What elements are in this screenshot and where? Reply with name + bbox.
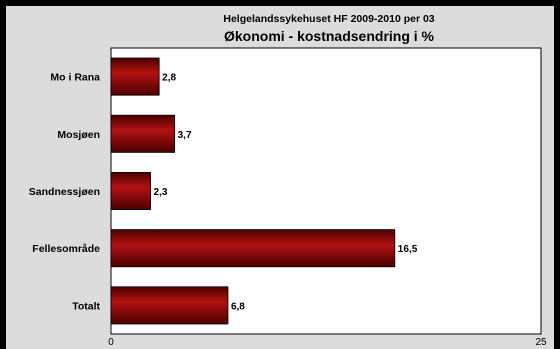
value-label-4: 6,8: [231, 301, 245, 312]
bars-group: [110, 57, 396, 325]
plot-area: [110, 47, 542, 335]
chart-subtitle: Helgelandssykehuset HF 2009-2010 per 03: [223, 13, 434, 25]
bar-0: [110, 57, 160, 96]
x-tick-label-0: 0: [108, 337, 114, 348]
value-label-3: 16,5: [398, 244, 418, 255]
category-label-4: Totalt: [72, 300, 100, 312]
bar-2: [110, 172, 151, 210]
value-label-1: 3,7: [178, 130, 192, 141]
value-labels: 2,8 3,7 2,3 16,5 6,8: [154, 73, 418, 313]
value-label-0: 2,8: [162, 73, 176, 84]
category-label-1: Mosjøen: [57, 129, 100, 141]
category-label-0: Mo i Rana: [50, 72, 100, 84]
bar-4: [110, 286, 229, 325]
x-tick-label-1: 25: [535, 337, 547, 348]
category-label-2: Sandnessjøen: [29, 186, 100, 198]
bar-1: [110, 114, 176, 153]
category-labels: Mo i Rana Mosjøen Sandnessjøen Fellesområde…: [29, 72, 101, 313]
value-label-2: 2,3: [154, 187, 168, 198]
category-label-3: Fellesområde: [32, 243, 100, 255]
x-axis-ticks: 0 25: [108, 337, 547, 348]
chart-title: Økonomi - kostnadsendring i %: [224, 28, 435, 44]
bar-3: [110, 229, 396, 268]
